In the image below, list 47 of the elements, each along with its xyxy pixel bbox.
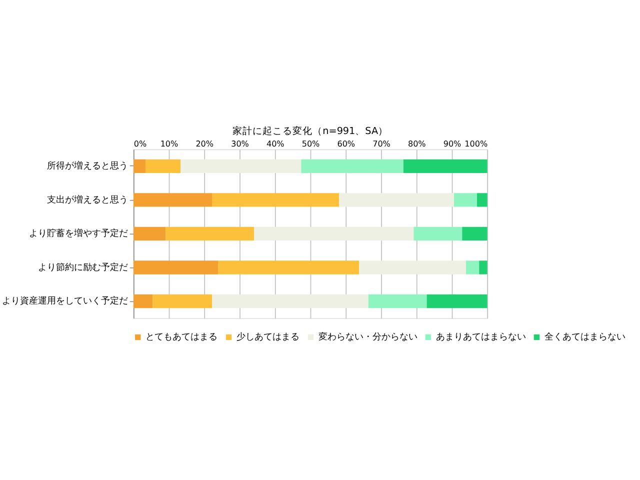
x-tick-label: 60% [337, 139, 356, 148]
bar [462, 226, 488, 241]
bar [152, 294, 212, 308]
x-tick-label: 40% [266, 139, 285, 148]
bar [359, 260, 466, 274]
legend-label: 全くあてはまらない [544, 332, 626, 343]
x-tick-label: 100% [464, 139, 488, 148]
bar [414, 226, 462, 241]
bar [301, 159, 404, 174]
y-tick-label: より節約に励む予定だ [38, 262, 128, 273]
bar [368, 294, 427, 308]
bar [212, 193, 340, 207]
bar [145, 159, 181, 174]
y-tick-label: より貯蓄を増やす予定だ [29, 228, 128, 240]
bar [180, 159, 302, 174]
chart-title: 家計に起こる変化（n=991、SA） [232, 125, 388, 138]
bar [212, 294, 368, 308]
legend-label: 少しあてはまる [236, 332, 300, 343]
x-tick-label: 90% [443, 139, 462, 148]
bar [466, 260, 480, 274]
legend-label: 変わらない・分からない [318, 332, 418, 343]
bar [133, 226, 166, 241]
bar [218, 260, 360, 274]
bar [454, 193, 477, 207]
x-tick-label: 80% [408, 139, 426, 148]
bar [254, 226, 414, 241]
bar [133, 159, 146, 174]
x-tick-label: 0% [134, 139, 147, 148]
bar [479, 260, 488, 274]
y-tick-label: 支出が増えると思う [47, 194, 128, 206]
x-tick-label: 20% [196, 139, 214, 148]
bar [166, 226, 254, 241]
x-tick-label: 30% [231, 139, 250, 148]
x-tick-label: 50% [302, 139, 320, 148]
bar [426, 294, 488, 308]
bar [403, 159, 488, 174]
y-tick-label: 所得が増えると思う [47, 160, 128, 172]
legend-label: とてもあてはまる [146, 332, 218, 343]
bar [339, 193, 454, 207]
legend-label: あまりあてはまらない [436, 332, 526, 343]
bar [133, 193, 212, 207]
y-tick-label: より資産運用をしていく予定だ [2, 296, 128, 307]
bar [133, 294, 153, 308]
x-tick-label: 70% [372, 139, 391, 148]
bar [476, 193, 488, 207]
x-tick-label: 10% [160, 139, 179, 148]
bar [133, 260, 218, 274]
